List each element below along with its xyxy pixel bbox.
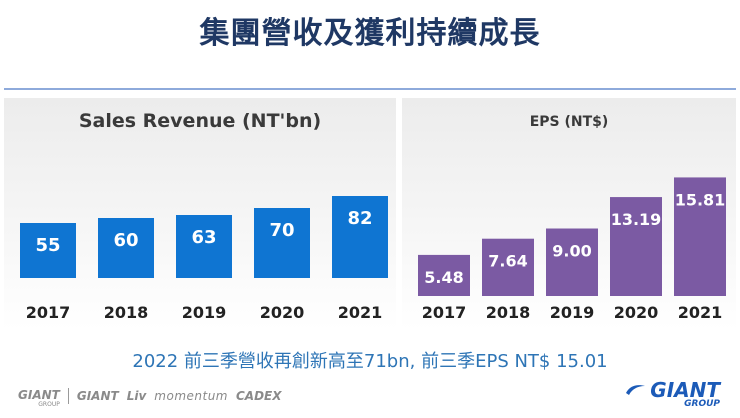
- sales-tick-label-2021: 2021: [338, 303, 383, 322]
- eps-tick-label-2021: 2021: [678, 303, 723, 322]
- eps-bar-2020: [610, 197, 662, 296]
- eps-bar-2019: [546, 228, 598, 296]
- eps-bar-2021: [674, 177, 726, 296]
- page-title: 集團營收及獲利持續成長: [199, 16, 541, 51]
- eps-bar-2018: [482, 238, 534, 296]
- eps-value-label-2017: 5.48: [424, 268, 463, 287]
- brand-giant-group: GIANT: [18, 388, 60, 402]
- title-divider: [4, 88, 736, 90]
- sales-tick-label-2018: 2018: [104, 303, 149, 322]
- sales-value-label-2020: 70: [269, 220, 294, 241]
- brand-separator: [67, 388, 69, 404]
- logo-group-text: GROUP: [684, 399, 720, 409]
- eps-bar-2017: [418, 254, 470, 296]
- giant-group-brand: GIANT GROUP: [18, 384, 60, 408]
- eps-tick-label-2020: 2020: [614, 303, 659, 322]
- sales-revenue-chart: 55 2017 60 2018 63 2019 70 2020 82 2021: [20, 196, 388, 322]
- sales-tick-label-2017: 2017: [26, 303, 71, 322]
- eps-value-label-2021: 15.81: [675, 190, 726, 209]
- sales-bar-2019: [176, 215, 232, 278]
- eps-panel: EPS (NT$) 5.48 2017 7.64 2018 9.00 2019 13.19 2…: [402, 98, 736, 330]
- brand-momentum: momentum: [154, 389, 228, 403]
- brand-group-label: GROUP: [38, 401, 60, 408]
- eps-chart: 5.48 2017 7.64 2018 9.00 2019 13.19 2020 15.81 20…: [418, 177, 726, 322]
- brand-strip: GIANT GROUP GIANT Liv momentum CADEX: [18, 384, 282, 408]
- sales-tick-label-2019: 2019: [182, 303, 227, 322]
- sales-bar-2018: [98, 218, 154, 278]
- sales-revenue-panel: Sales Revenue (NT'bn) 55 2017 60 2018 63 2019…: [4, 98, 396, 330]
- eps-tick-label-2019: 2019: [550, 303, 595, 322]
- eps-value-label-2018: 7.64: [488, 252, 527, 271]
- sales-bar-2020: [254, 208, 310, 278]
- eps-value-label-2020: 13.19: [611, 210, 662, 229]
- brand-giant: GIANT: [76, 389, 119, 403]
- eps-chart-title: EPS (NT$): [529, 114, 609, 130]
- giant-group-logo: GIANT GROUP: [616, 378, 720, 412]
- subtitle-highlight: 2022 前三季營收再創新高至71bn, 前三季EPS NT$ 15.01: [132, 351, 608, 372]
- sales-value-label-2019: 63: [191, 227, 216, 248]
- eps-value-label-2019: 9.00: [552, 242, 591, 261]
- sales-bar-2017: [20, 223, 76, 278]
- brand-liv: Liv: [126, 389, 147, 403]
- brand-cadex: CADEX: [236, 389, 282, 403]
- sales-bar-2021: [332, 196, 388, 278]
- eps-tick-label-2018: 2018: [486, 303, 531, 322]
- sales-tick-label-2020: 2020: [260, 303, 305, 322]
- sales-value-label-2021: 82: [347, 208, 372, 229]
- sales-value-label-2017: 55: [35, 235, 60, 256]
- logo-giant-text: GIANT: [650, 378, 720, 402]
- eps-tick-label-2017: 2017: [422, 303, 467, 322]
- sales-value-label-2018: 60: [113, 230, 138, 251]
- sales-chart-title: Sales Revenue (NT'bn): [78, 110, 322, 132]
- giant-swoosh-icon: [626, 385, 646, 395]
